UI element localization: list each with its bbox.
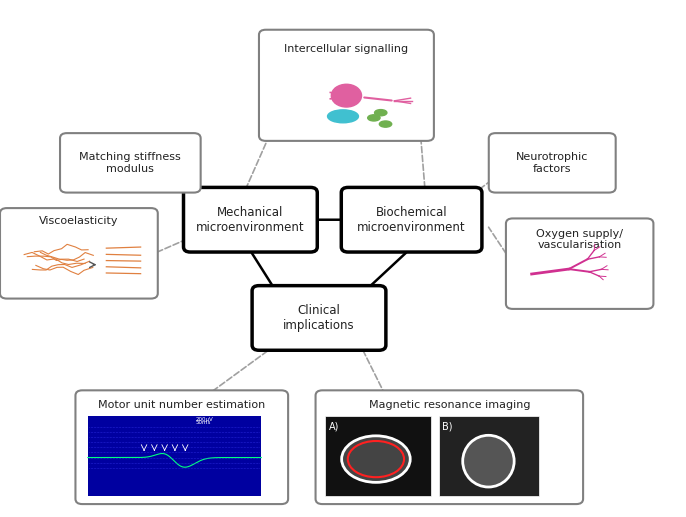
Text: Mechanical
microenvironment: Mechanical microenvironment xyxy=(196,206,305,234)
FancyBboxPatch shape xyxy=(316,390,583,504)
Text: Motor unit number estimation: Motor unit number estimation xyxy=(98,400,265,410)
Text: Matching stiffness
modulus: Matching stiffness modulus xyxy=(80,152,181,174)
Ellipse shape xyxy=(342,436,410,482)
Text: Neurotrophic
factors: Neurotrophic factors xyxy=(516,152,589,174)
Text: Clinical
implications: Clinical implications xyxy=(283,304,355,332)
Text: Intercellular signalling: Intercellular signalling xyxy=(285,44,408,54)
FancyBboxPatch shape xyxy=(60,133,200,192)
FancyBboxPatch shape xyxy=(325,416,431,496)
Text: Magnetic resonance imaging: Magnetic resonance imaging xyxy=(368,400,530,410)
Text: Oxygen supply/
vascularisation: Oxygen supply/ vascularisation xyxy=(536,229,623,250)
FancyBboxPatch shape xyxy=(183,188,317,252)
FancyBboxPatch shape xyxy=(506,219,653,309)
Circle shape xyxy=(331,84,362,107)
Text: 50ms: 50ms xyxy=(196,420,211,425)
FancyBboxPatch shape xyxy=(0,208,158,299)
Text: 200μV: 200μV xyxy=(196,417,213,422)
FancyBboxPatch shape xyxy=(252,285,386,351)
FancyBboxPatch shape xyxy=(75,390,288,504)
Ellipse shape xyxy=(328,110,358,123)
FancyBboxPatch shape xyxy=(488,133,615,192)
FancyBboxPatch shape xyxy=(259,30,434,141)
FancyBboxPatch shape xyxy=(88,416,261,496)
Text: B): B) xyxy=(442,421,453,431)
Ellipse shape xyxy=(379,121,392,127)
Text: A): A) xyxy=(329,421,340,431)
Text: Viscoelasticity: Viscoelasticity xyxy=(39,216,119,226)
Ellipse shape xyxy=(375,110,387,116)
FancyBboxPatch shape xyxy=(439,416,539,496)
Text: Biochemical
microenvironment: Biochemical microenvironment xyxy=(357,206,466,234)
Ellipse shape xyxy=(462,435,514,487)
FancyBboxPatch shape xyxy=(341,188,482,252)
Ellipse shape xyxy=(368,115,380,121)
